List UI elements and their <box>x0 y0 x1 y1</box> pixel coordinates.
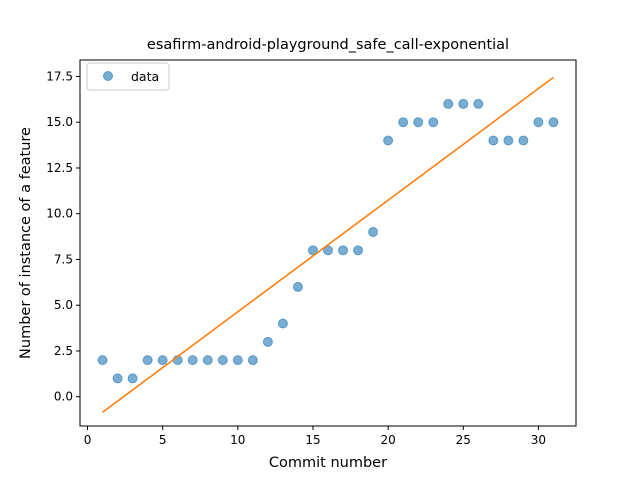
x-axis: 0 5 10 15 20 25 30 <box>84 426 546 447</box>
data-point <box>202 355 213 366</box>
data-point <box>353 245 364 256</box>
data-point <box>548 117 559 128</box>
data-point <box>247 355 258 366</box>
plot-area <box>97 76 559 413</box>
data-point <box>488 135 499 146</box>
data-point <box>533 117 544 128</box>
x-tick-label: 20 <box>380 433 395 447</box>
data-point <box>187 355 198 366</box>
data-point <box>458 98 469 109</box>
chart-title: esafirm-android-playground_safe_call-exp… <box>147 37 509 53</box>
data-point <box>443 98 454 109</box>
data-point <box>292 281 303 292</box>
x-tick-label: 25 <box>456 433 471 447</box>
data-point <box>518 135 529 146</box>
legend: data <box>86 62 170 91</box>
legend-label: data <box>131 69 159 84</box>
axes-frame <box>79 59 577 427</box>
data-point <box>217 355 228 366</box>
data-point <box>473 98 484 109</box>
data-point <box>232 355 243 366</box>
y-tick-label: 2.5 <box>54 344 73 358</box>
y-tick-label: 5.0 <box>54 298 73 312</box>
data-point <box>97 355 108 366</box>
y-axis: 0.0 2.5 5.0 7.5 10.0 12.5 15.0 17.5 <box>46 69 80 404</box>
data-point <box>262 336 273 347</box>
y-tick-label: 7.5 <box>54 252 73 266</box>
x-tick-label: 0 <box>84 433 92 447</box>
data-point <box>157 355 168 366</box>
y-tick-label: 12.5 <box>46 161 73 175</box>
data-point <box>142 355 153 366</box>
data-point <box>398 117 409 128</box>
data-point <box>112 373 123 384</box>
data-point <box>368 227 379 238</box>
data-point <box>383 135 394 146</box>
x-tick-label: 15 <box>305 433 320 447</box>
data-point <box>307 245 318 256</box>
y-tick-label: 0.0 <box>54 390 73 404</box>
data-point <box>127 373 138 384</box>
data-point <box>338 245 349 256</box>
y-axis-label: Number of instance of a feature <box>18 127 34 359</box>
x-tick-label: 30 <box>531 433 546 447</box>
legend-box <box>86 62 170 91</box>
legend-marker <box>103 71 113 81</box>
x-tick-label: 10 <box>230 433 245 447</box>
trend-line <box>102 76 554 413</box>
data-point <box>503 135 514 146</box>
x-axis-label: Commit number <box>269 455 387 471</box>
data-point <box>413 117 424 128</box>
y-tick-label: 10.0 <box>46 207 73 221</box>
data-point <box>277 318 288 329</box>
y-tick-label: 17.5 <box>46 69 73 83</box>
data-point <box>428 117 439 128</box>
y-tick-label: 15.0 <box>46 115 73 129</box>
x-tick-label: 5 <box>159 433 167 447</box>
